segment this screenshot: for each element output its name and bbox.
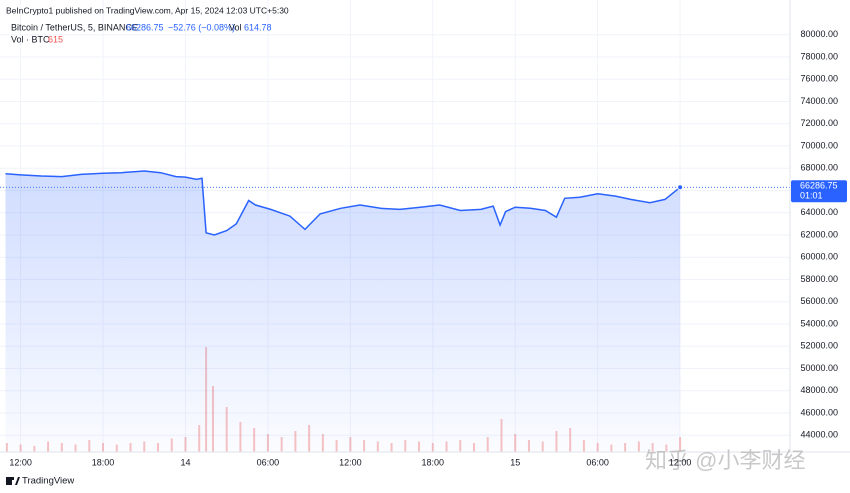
y-tick-label: 64000.00 (800, 207, 838, 217)
x-tick-label: 12:00 (339, 457, 362, 467)
y-tick-label: 54000.00 (800, 318, 838, 328)
y-tick-label: 74000.00 (800, 96, 838, 106)
header-price: 66286.75 (126, 22, 164, 32)
footer: TradingView (22, 476, 74, 487)
x-tick-label: 14 (180, 457, 190, 467)
x-tick-label: 06:00 (586, 457, 609, 467)
y-tick-label: 62000.00 (800, 229, 838, 239)
y-tick-label: 48000.00 (800, 385, 838, 395)
x-tick-label: 12:00 (9, 457, 32, 467)
price-line (5, 170, 681, 236)
y-tick-label: 80000.00 (800, 29, 838, 39)
y-tick-label: 72000.00 (800, 118, 838, 128)
y-tick-label: 68000.00 (800, 163, 838, 173)
publisher: BeInCrypto1 published on TradingView.com… (6, 5, 289, 15)
watermark: 知乎 @小李财经 (645, 448, 805, 473)
last-point (677, 184, 684, 191)
y-tick-label: 58000.00 (800, 274, 838, 284)
y-tick-label: 56000.00 (800, 296, 838, 306)
y-tick-label: 60000.00 (800, 252, 838, 262)
countdown-label: 01:01 (800, 191, 823, 201)
y-tick-label: 70000.00 (800, 140, 838, 150)
price-label-box (791, 180, 847, 203)
vol-value: 614.78 (244, 22, 272, 32)
y-tick-label: 50000.00 (800, 363, 838, 373)
y-tick-label: 52000.00 (800, 341, 838, 351)
price-label: 66286.75 (800, 181, 838, 191)
x-tick-label: 12:00 (669, 457, 692, 467)
area-fill (5, 171, 681, 452)
y-tick-label: 76000.00 (800, 74, 838, 84)
x-tick-label: 18:00 (92, 457, 115, 467)
x-tick-label: 18:00 (422, 457, 445, 467)
vol-legend: Vol · BTC (11, 34, 50, 44)
y-tick-label: 78000.00 (800, 51, 838, 61)
vol-label: Vol (229, 22, 242, 32)
y-tick-label: 46000.00 (800, 407, 838, 417)
price-change: −52.76 (−0.08%) (168, 22, 235, 32)
x-tick-label: 06:00 (257, 457, 280, 467)
vol-legend-value: 615 (48, 34, 63, 44)
y-tick-label: 44000.00 (800, 430, 838, 440)
tv-logo (6, 477, 20, 485)
symbol: Bitcoin / TetherUS, 5, BINANCE (11, 22, 138, 32)
x-tick-label: 15 (510, 457, 520, 467)
